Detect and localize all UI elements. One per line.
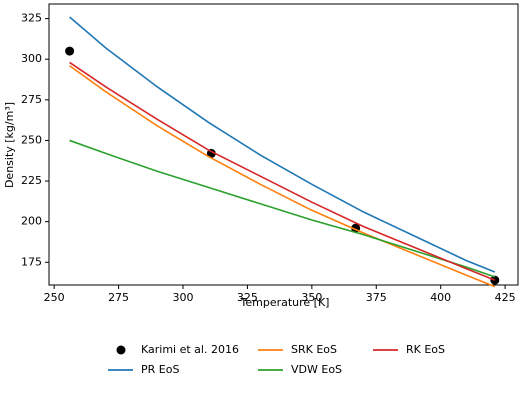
data-line	[69, 65, 496, 288]
y-tick-label: 175	[21, 255, 42, 268]
legend-label: VDW EoS	[291, 363, 342, 376]
data-line	[69, 16, 496, 273]
legend-marker	[116, 345, 126, 355]
data-line	[69, 139, 496, 278]
data-line	[69, 61, 496, 281]
data-point	[65, 46, 75, 56]
x-tick-label: 250	[44, 291, 65, 304]
x-tick-label: 350	[301, 291, 322, 304]
y-tick-label: 300	[21, 52, 42, 65]
legend-label: RK EoS	[406, 343, 445, 356]
x-tick-label: 300	[173, 291, 194, 304]
y-axis-label: Density [kg/m³]	[3, 102, 16, 188]
y-tick-label: 275	[21, 93, 42, 106]
x-tick-label: 400	[430, 291, 451, 304]
legend-label: SRK EoS	[291, 343, 337, 356]
x-tick-label: 425	[495, 291, 516, 304]
x-axis-label: Temperature [K]	[240, 296, 330, 309]
x-tick-label: 275	[108, 291, 129, 304]
plot-area	[48, 3, 519, 286]
y-tick-label: 225	[21, 174, 42, 187]
x-tick-label: 325	[237, 291, 258, 304]
y-tick-label: 200	[21, 215, 42, 228]
y-tick-label: 250	[21, 133, 42, 146]
x-tick-label: 375	[366, 291, 387, 304]
legend-label: PR EoS	[141, 363, 179, 376]
y-tick-label: 325	[21, 12, 42, 25]
legend-label: Karimi et al. 2016	[141, 343, 239, 356]
